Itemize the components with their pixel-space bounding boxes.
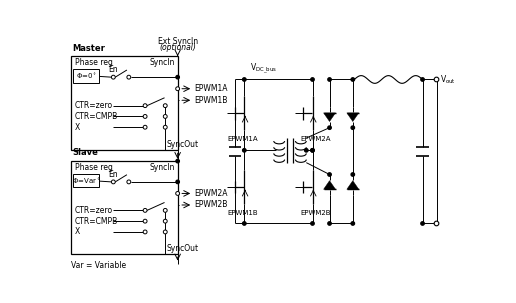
Bar	[72, 161, 178, 254]
Circle shape	[351, 126, 354, 129]
Bar	[73, 69, 100, 82]
Text: V$_{\mathregular{DC\_bus}}$: V$_{\mathregular{DC\_bus}}$	[250, 62, 278, 76]
Text: EPWM1B: EPWM1B	[228, 210, 258, 216]
Text: EPWM1A: EPWM1A	[195, 84, 228, 93]
Circle shape	[143, 125, 147, 129]
Circle shape	[143, 208, 147, 212]
Circle shape	[163, 125, 167, 129]
Text: Master: Master	[72, 44, 105, 52]
Circle shape	[176, 159, 180, 163]
Text: EPWM1A: EPWM1A	[228, 136, 258, 142]
Circle shape	[434, 221, 439, 226]
Text: X: X	[75, 228, 80, 236]
Circle shape	[328, 173, 331, 176]
Circle shape	[328, 78, 331, 81]
Circle shape	[304, 149, 308, 152]
Text: EPWM2B: EPWM2B	[195, 201, 228, 209]
Circle shape	[143, 230, 147, 234]
Circle shape	[143, 104, 147, 108]
Polygon shape	[324, 113, 335, 122]
Text: $\Phi$=0$^\circ$: $\Phi$=0$^\circ$	[76, 71, 97, 81]
Text: SyncOut: SyncOut	[167, 245, 199, 253]
Polygon shape	[347, 113, 359, 122]
Polygon shape	[347, 181, 359, 189]
Circle shape	[176, 75, 180, 79]
Circle shape	[176, 180, 180, 184]
Circle shape	[351, 222, 354, 225]
Circle shape	[311, 149, 314, 152]
Text: EPWM2A: EPWM2A	[195, 189, 228, 198]
Circle shape	[328, 222, 331, 225]
Text: SyncOut: SyncOut	[167, 140, 199, 149]
Text: $\Phi$=Var$^\circ$: $\Phi$=Var$^\circ$	[72, 176, 101, 185]
Text: CTR=zero: CTR=zero	[75, 206, 112, 215]
Text: En: En	[109, 65, 118, 74]
Text: SyncIn: SyncIn	[149, 163, 174, 172]
Circle shape	[163, 208, 167, 212]
Text: Ext SyncIn: Ext SyncIn	[157, 37, 198, 46]
Circle shape	[351, 78, 354, 81]
Circle shape	[311, 78, 314, 81]
Text: Phase reg: Phase reg	[75, 163, 112, 172]
Circle shape	[176, 191, 180, 195]
Text: CTR=CMPB: CTR=CMPB	[75, 112, 118, 121]
Circle shape	[421, 78, 424, 81]
Polygon shape	[324, 181, 335, 189]
Text: (optional): (optional)	[159, 43, 196, 52]
Circle shape	[163, 115, 167, 118]
Circle shape	[111, 180, 115, 184]
Circle shape	[243, 222, 246, 225]
Text: Slave: Slave	[72, 148, 98, 157]
Circle shape	[434, 77, 439, 82]
Circle shape	[163, 104, 167, 108]
Circle shape	[421, 222, 424, 225]
Text: EPWM1B: EPWM1B	[195, 96, 228, 105]
Circle shape	[127, 75, 131, 79]
Circle shape	[111, 75, 115, 79]
Circle shape	[328, 126, 331, 129]
Circle shape	[163, 230, 167, 234]
Text: En: En	[109, 170, 118, 179]
Circle shape	[143, 115, 147, 118]
Circle shape	[163, 219, 167, 223]
Circle shape	[311, 149, 314, 152]
Text: CTR=CMPB: CTR=CMPB	[75, 217, 118, 226]
Text: EPWM2B: EPWM2B	[300, 210, 331, 216]
Text: CTR=zero: CTR=zero	[75, 101, 112, 110]
Text: Var = Variable: Var = Variable	[72, 261, 126, 270]
Bar	[72, 56, 178, 150]
Circle shape	[176, 87, 180, 91]
Circle shape	[243, 78, 246, 81]
Bar	[73, 174, 100, 187]
Text: X: X	[75, 123, 80, 132]
Circle shape	[127, 180, 131, 184]
Circle shape	[311, 222, 314, 225]
Text: SyncIn: SyncIn	[149, 58, 174, 67]
Circle shape	[243, 149, 246, 152]
Text: V$_{\mathregular{out}}$: V$_{\mathregular{out}}$	[440, 73, 456, 86]
Text: Phase reg: Phase reg	[75, 58, 112, 67]
Circle shape	[351, 173, 354, 176]
Circle shape	[143, 219, 147, 223]
Text: EPWM2A: EPWM2A	[300, 136, 331, 142]
